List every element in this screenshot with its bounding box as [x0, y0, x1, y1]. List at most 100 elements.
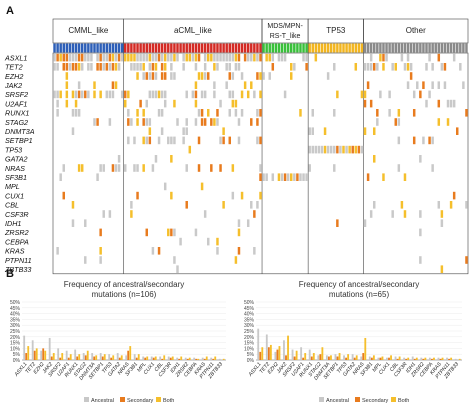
mutation-cell: [167, 136, 170, 145]
mutation-cell: [231, 191, 235, 200]
mutation-cell: [114, 164, 118, 172]
group-color-cell: [191, 43, 195, 53]
mutation-cell: [93, 90, 96, 99]
mutation-cell: [173, 228, 176, 237]
mutation-cell: [373, 63, 376, 71]
mutation-cell: [111, 81, 115, 89]
bar-ancestral: [116, 353, 119, 360]
mutation-cell: [151, 72, 155, 80]
mutation-cell: [160, 72, 164, 80]
bar-both: [278, 346, 281, 360]
mutation-cell: [237, 247, 241, 255]
group-color-cell: [293, 43, 296, 53]
mutation-cell: [256, 201, 259, 209]
mutation-cell: [271, 173, 275, 181]
bar-secondary: [127, 350, 130, 360]
group-color-cell: [80, 43, 84, 53]
y-tick-label: 5%: [247, 352, 255, 358]
x-tick-label: CBL: [154, 361, 165, 373]
legend-label: Secondary: [127, 398, 154, 404]
mutation-cell: [127, 118, 130, 126]
mutation-cell: [317, 145, 321, 154]
mutation-cell: [262, 72, 265, 80]
mutation-cell: [68, 63, 72, 71]
mutation-cell: [170, 53, 173, 62]
mutation-cell: [379, 90, 382, 99]
mutation-cell: [394, 118, 397, 126]
group-color-cell: [274, 43, 278, 53]
group-color-cell: [53, 43, 56, 53]
group-color-cell: [163, 43, 167, 53]
mutation-cell: [130, 201, 133, 209]
mutation-cell: [93, 118, 96, 126]
chart-title: Frequency of ancestral/secondary: [64, 280, 185, 289]
mutation-cell: [293, 173, 296, 181]
mutation-cell: [437, 118, 441, 126]
mutation-cell: [234, 256, 238, 264]
mutation-cell: [277, 53, 281, 62]
group-color-cell: [136, 43, 139, 53]
group-color-cell: [265, 43, 268, 53]
bar-ancestral: [184, 357, 187, 360]
mutation-cell: [127, 53, 130, 62]
group-color-cell: [434, 43, 437, 53]
gene-label: SF3B1: [5, 173, 27, 182]
group-color-cell: [280, 43, 284, 53]
group-color-cell: [157, 43, 161, 53]
mutation-cell: [148, 136, 152, 145]
mutation-cell: [108, 118, 112, 126]
mutation-cell: [412, 90, 416, 99]
group-color-cell: [145, 43, 148, 53]
bar-ancestral: [23, 335, 26, 360]
mutation-cell: [428, 90, 431, 99]
mutation-cell: [234, 63, 238, 71]
bar-ancestral: [176, 357, 179, 360]
bar-secondary: [76, 356, 79, 360]
mutation-cell: [197, 136, 201, 145]
mutation-cell: [127, 109, 130, 117]
bar-ancestral: [317, 355, 320, 360]
group-color-cell: [188, 43, 192, 53]
mutation-cell: [465, 109, 468, 117]
gene-label: PTPN11: [5, 256, 32, 265]
x-tick-label: CBL: [389, 361, 400, 373]
mutation-cell: [308, 127, 311, 135]
bar-ancestral: [91, 353, 94, 360]
mutation-cell: [388, 109, 391, 117]
mutation-cell: [311, 145, 314, 154]
gene-label: ASXL1: [4, 53, 27, 62]
gene-label: SETBP1: [5, 136, 33, 145]
y-tick-label: 15%: [10, 341, 21, 347]
bar-both: [69, 354, 72, 360]
mutation-cell: [133, 164, 136, 172]
mutation-cell: [419, 90, 422, 99]
mutation-cell: [240, 191, 244, 200]
group-header-box: [363, 18, 469, 44]
bar-secondary: [101, 356, 104, 360]
mutation-cell: [253, 53, 256, 62]
group-color-cell: [210, 43, 213, 53]
mutation-cell: [250, 118, 253, 126]
mutation-cell: [403, 63, 407, 71]
mutation-cell: [185, 127, 188, 135]
bar-ancestral: [201, 357, 204, 360]
bar-both: [78, 354, 81, 360]
bar-secondary: [448, 358, 451, 360]
mutation-cell: [305, 53, 308, 62]
y-tick-label: 10%: [244, 346, 255, 352]
mutation-cell: [114, 63, 118, 71]
y-tick-label: 35%: [244, 317, 255, 323]
mutation-cell: [409, 72, 413, 80]
mutation-cell: [240, 109, 244, 117]
group-color-cell: [345, 43, 348, 53]
mutation-cell: [440, 219, 444, 227]
mutation-cell: [74, 63, 78, 71]
group-color-cell: [259, 43, 262, 53]
mutation-cell: [203, 72, 207, 80]
bar-secondary: [310, 356, 313, 360]
group-color-cell: [320, 43, 324, 53]
mutation-cell: [148, 118, 152, 126]
mutation-cell: [145, 72, 148, 80]
mutation-cell: [84, 256, 87, 264]
chart-title: mutations (n=106): [92, 290, 157, 299]
